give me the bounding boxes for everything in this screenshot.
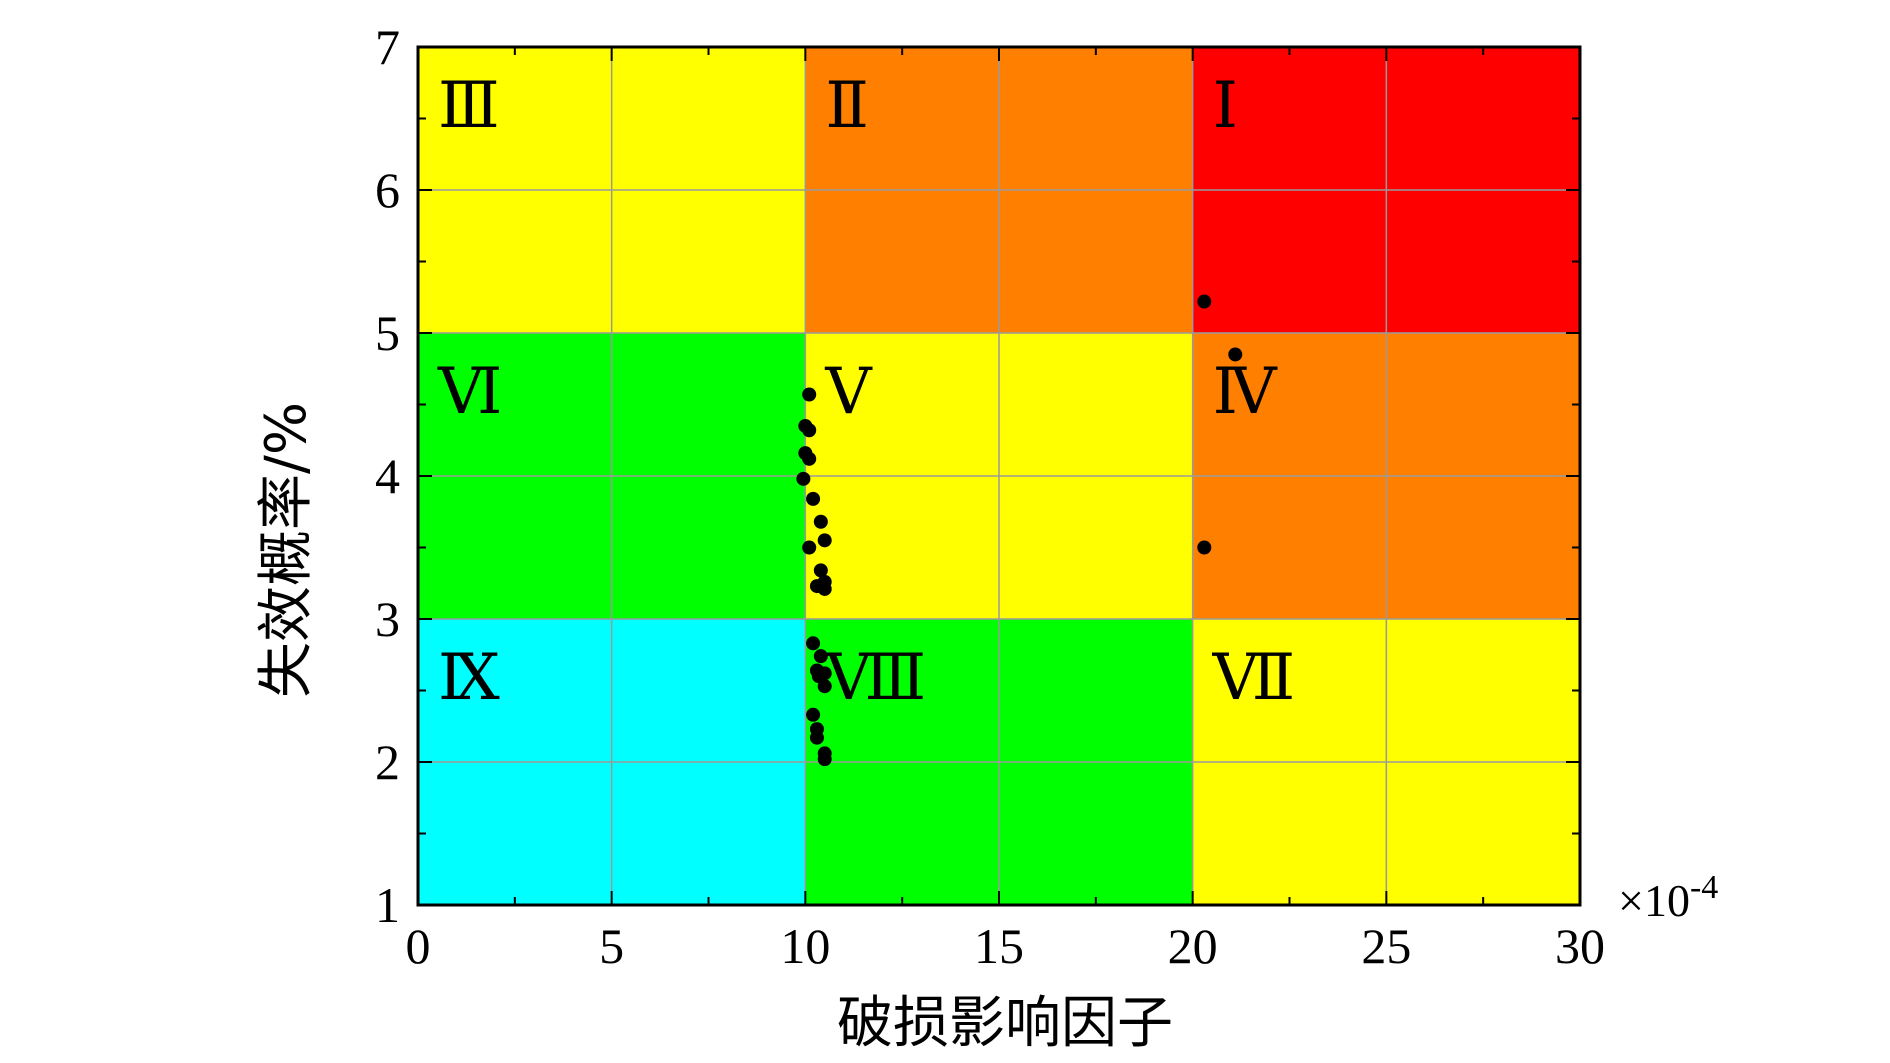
zone-label-1: Ⅰ [1213,70,1238,141]
multiplier-exponent: -4 [1690,869,1718,906]
data-point-11 [813,514,828,529]
data-point-6 [802,423,817,438]
data-point-14 [813,563,828,578]
x-tick-label-3: 15 [974,918,1024,974]
zone-labels: Ⅰ Ⅱ Ⅲ Ⅳ Ⅴ Ⅵ Ⅶ Ⅷ Ⅸ [437,70,1295,713]
data-point-3 [1197,540,1212,555]
zone-label-7: Ⅶ [1212,642,1296,713]
data-point-1 [1197,294,1212,309]
data-point-18 [806,636,821,651]
data-point-26 [809,730,824,745]
zone-label-5: Ⅴ [824,356,873,427]
zone-label-3: Ⅲ [438,70,500,141]
multiplier-base: ×10 [1618,875,1690,926]
data-point-23 [817,679,832,694]
data-point-24 [806,707,821,722]
y-tick-label-5: 6 [375,162,400,218]
data-point-12 [817,533,832,548]
x-tick-label-0: 0 [406,918,431,974]
data-point-4 [802,387,817,402]
y-tick-label-2: 3 [375,591,400,647]
data-point-10 [806,491,821,506]
y-tick-label-1: 2 [375,734,400,790]
x-tick-label-1: 5 [599,918,624,974]
data-point-28 [817,752,832,767]
y-tick-label-6: 7 [375,19,400,75]
zone-label-6: Ⅵ [437,356,502,427]
zone-label-8: Ⅷ [824,642,926,713]
y-axis-title: 失效概率/% [254,402,319,698]
y-tick-label-3: 4 [375,448,400,504]
x-tick-label-6: 30 [1555,918,1605,974]
axis-ticks: 0 5 10 15 20 25 30 1 2 3 4 5 6 7 [375,19,1605,974]
zone-label-2: Ⅱ [825,70,869,141]
x-tick-label-5: 25 [1361,918,1411,974]
x-axis-title: 破损影响因子 [837,991,1173,1056]
zone-label-9: Ⅸ [438,642,500,713]
data-points [796,294,1243,767]
y-tick-label-4: 5 [375,305,400,361]
x-tick-label-2: 10 [780,918,830,974]
data-point-17 [817,581,832,596]
x-tick-label-4: 20 [1168,918,1218,974]
data-point-13 [802,540,817,555]
data-point-9 [796,471,811,486]
grid-lines [418,47,1580,905]
y-tick-label-0: 1 [375,877,400,933]
data-point-2 [1228,347,1243,362]
zone-label-4: Ⅳ [1213,356,1278,427]
data-point-19 [813,649,828,664]
x-axis-multiplier: ×10-4 [1618,869,1718,926]
data-point-8 [802,451,817,466]
